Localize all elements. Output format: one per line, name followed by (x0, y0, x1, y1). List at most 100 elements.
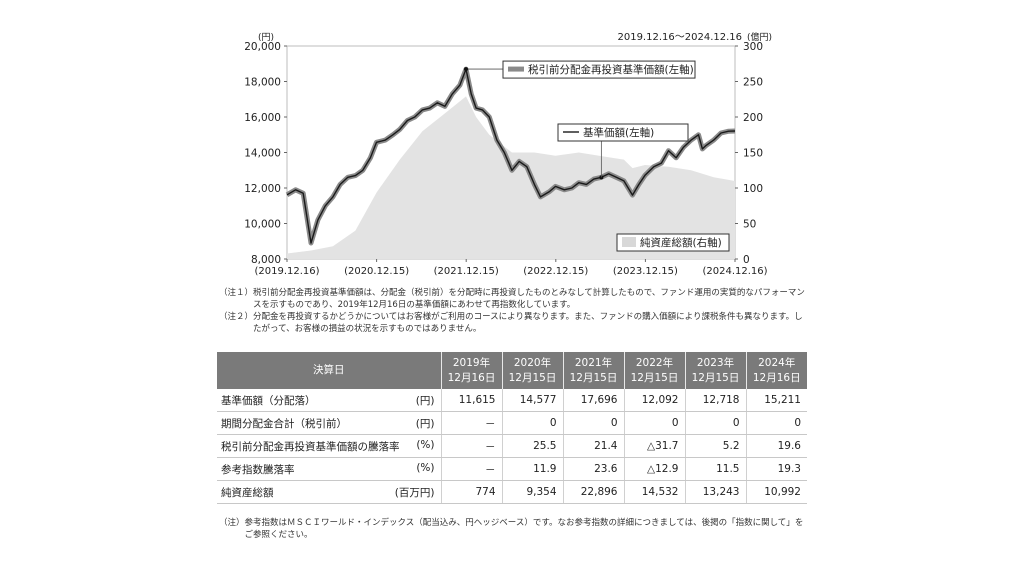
table-cell: 21.4 (562, 434, 624, 458)
base-price-line (286, 68, 736, 244)
right-tick-label: 50 (743, 219, 756, 231)
left-tick-label: 18,000 (244, 77, 281, 89)
note-2-text: 分配金を再投資するかどうかについてはお客様がご利用のコースにより異なります。また… (253, 312, 803, 334)
net-assets-legend-swatch (622, 237, 636, 247)
table-cell: － (440, 434, 502, 458)
note-2: （注２） 分配金を再投資するかどうかについてはお客様がご利用のコースにより異なり… (219, 311, 809, 335)
left-tick-label: 8,000 (251, 254, 281, 266)
row-label-cell: 基準価額（分配落） (円) (217, 389, 441, 412)
table-cell: 15,211 (745, 389, 807, 412)
row-unit: (円) (415, 395, 435, 407)
x-tick-label: (2022.12.15) (523, 266, 588, 277)
note-1-tag: （注１） (219, 288, 254, 298)
date-range-label: 2019.12.16～2024.12.16 (617, 32, 742, 43)
table-cell: 14,577 (501, 389, 563, 412)
x-tick-label: (2019.12.16) (254, 266, 319, 277)
note-1: （注１） 税引前分配金再投資基準価額は、分配金（税引前）を分配時に再投資したもの… (219, 287, 809, 311)
table-row: 純資産総額 (百万円) 774 9,354 22,896 14,532 13,24… (217, 480, 807, 504)
x-tick-label: (2021.12.15) (434, 266, 499, 277)
table-cell: 13,243 (684, 480, 746, 504)
left-tick-label: 16,000 (244, 112, 281, 124)
table-cell: 11.9 (501, 457, 563, 481)
table-cell: 10,992 (745, 480, 807, 504)
table-cell: △31.7 (623, 434, 685, 458)
settlement-table: 決算日 2019年 12月16日 2020年 12月15日 2021年 12月15日 … (217, 352, 807, 504)
peak-marker (464, 67, 469, 72)
table-cell: 11,615 (440, 389, 502, 412)
table-cell: 0 (562, 411, 624, 435)
net-assets-legend-box (616, 233, 730, 252)
table-cell: － (440, 411, 502, 435)
note-1-text: 税引前分配金再投資基準価額は、分配金（税引前）を分配時に再投資したものとみなして… (253, 288, 805, 310)
row-unit: (%) (416, 439, 435, 451)
header-date: 12月15日 (569, 371, 618, 384)
header-year: 2023年 (696, 356, 735, 369)
table-cell: 0 (623, 411, 685, 435)
header-date: 12月16日 (752, 371, 801, 384)
reinvested-legend-box (502, 60, 696, 79)
header-year: 2019年 (452, 356, 491, 369)
table-cell: 774 (440, 480, 502, 504)
x-tick-label: (2024.12.16) (702, 266, 767, 277)
table-cell: － (440, 457, 502, 481)
table-cell: 0 (745, 411, 807, 435)
right-tick-label: 250 (743, 77, 763, 89)
table-cell: 11.5 (684, 457, 746, 481)
header-date: 12月15日 (630, 371, 679, 384)
left-unit-label: (円) (258, 32, 274, 43)
header-col: 2024年 12月16日 (746, 352, 807, 389)
table-row: 税引前分配金再投資基準価額の騰落率 (%) － 25.5 21.4 △31.7 5… (217, 434, 807, 458)
right-tick-label: 200 (743, 112, 763, 124)
table-cell: 5.2 (684, 434, 746, 458)
right-tick-label: 150 (743, 148, 763, 160)
chart-area: 20,000 18,000 16,000 14,000 12,000 10,000 8,00… (0, 0, 1024, 285)
header-year: 2020年 (513, 356, 552, 369)
row-label-cell: 参考指数騰落率 (%) (217, 457, 441, 481)
table-cell: 19.3 (745, 457, 807, 481)
header-col: 2023年 12月15日 (685, 352, 747, 389)
left-tick-label: 14,000 (244, 148, 281, 160)
note-2-tag: （注２） (219, 312, 254, 322)
table-row: 期間分配金合計（税引前） (円) － 0 0 0 0 0 (217, 411, 807, 435)
reinvested-legend-label: 税引前分配金再投資基準価額(左軸) (528, 63, 694, 76)
x-tick-label: (2020.12.15) (344, 266, 409, 277)
header-col: 2022年 12月15日 (624, 352, 686, 389)
table-row: 基準価額（分配落） (円) 11,615 14,577 17,696 12,092… (217, 389, 807, 412)
right-unit-label: (億円) (747, 31, 772, 43)
row-unit: (百万円) (394, 487, 435, 499)
row-label: 参考指数騰落率 (221, 463, 295, 476)
net-assets-area (287, 96, 735, 260)
table-cell: 0 (501, 411, 563, 435)
footnote: （注） 参考指数はＭＳＣＩワールド・インデックス（配当込み、円ヘッジベース）です… (219, 517, 809, 541)
left-tick-label: 20,000 (244, 41, 281, 53)
table-cell: 23.6 (562, 457, 624, 481)
table-cell: 9,354 (501, 480, 563, 504)
table-cell: 19.6 (745, 434, 807, 458)
row-unit: (円) (415, 418, 435, 430)
table-header-row: 決算日 2019年 12月16日 2020年 12月15日 2021年 12月15日 … (217, 352, 807, 389)
row-label: 基準価額（分配落） (221, 394, 316, 407)
table-cell: 12,092 (623, 389, 685, 412)
table-cell: 25.5 (501, 434, 563, 458)
header-date: 12月15日 (508, 371, 557, 384)
net-assets-legend-label: 純資産総額(右軸) (640, 236, 722, 249)
base-price-legend-label: 基準価額(左軸) (583, 126, 654, 139)
header-col: 2019年 12月16日 (441, 352, 503, 389)
footnote-text: 参考指数はＭＳＣＩワールド・インデックス（配当込み、円ヘッジベース）です。なお参… (244, 518, 804, 540)
footnote-tag: （注） (219, 518, 245, 528)
header-col: 2021年 12月15日 (563, 352, 625, 389)
table-cell: 0 (684, 411, 746, 435)
row-label: 税引前分配金再投資基準価額の騰落率 (221, 440, 400, 453)
header-year: 2021年 (574, 356, 613, 369)
table-cell: 12,718 (684, 389, 746, 412)
x-tick-label: (2023.12.15) (613, 266, 678, 277)
header-col: 2020年 12月15日 (502, 352, 564, 389)
row-label-cell: 税引前分配金再投資基準価額の騰落率 (%) (217, 434, 441, 458)
left-tick-label: 12,000 (244, 183, 281, 195)
right-tick-label: 300 (743, 41, 763, 53)
header-year: 2024年 (758, 356, 796, 369)
base-price-legend-box (557, 123, 689, 142)
left-tick-label: 10,000 (244, 219, 281, 231)
header-label: 決算日 (217, 352, 442, 389)
row-label: 純資産総額 (221, 486, 274, 499)
